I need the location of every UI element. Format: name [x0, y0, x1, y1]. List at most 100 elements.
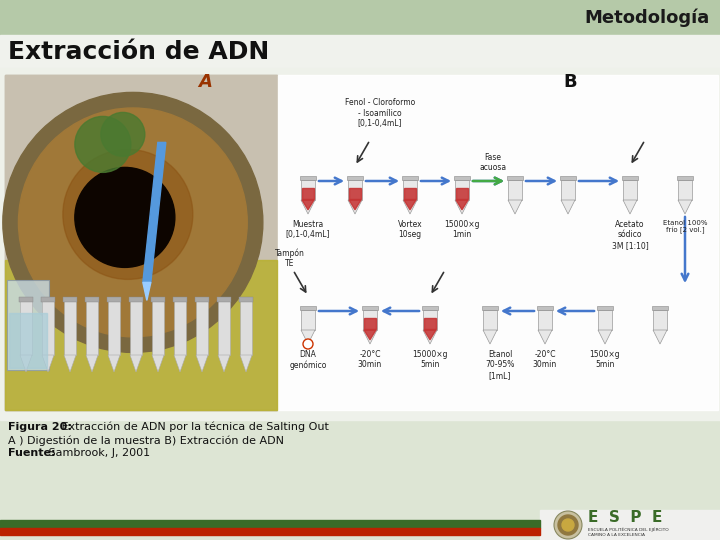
Polygon shape	[348, 200, 362, 214]
Polygon shape	[456, 200, 468, 210]
Polygon shape	[143, 282, 150, 300]
Bar	[424, 318, 436, 329]
Bar	[302, 188, 314, 199]
Bar	[508, 180, 522, 200]
Text: Fase
acuosa: Fase acuosa	[480, 153, 507, 172]
Bar	[0, 520, 540, 528]
Bar	[507, 176, 523, 180]
Text: 15000×g
5min: 15000×g 5min	[413, 350, 448, 369]
Bar	[0, 528, 540, 535]
Bar	[218, 300, 230, 355]
Bar	[107, 297, 121, 302]
Text: Acetato
sódico
3M [1:10]: Acetato sódico 3M [1:10]	[611, 220, 649, 250]
Bar	[63, 297, 77, 302]
Polygon shape	[678, 200, 692, 214]
Bar	[423, 310, 437, 330]
Polygon shape	[483, 330, 497, 344]
Bar	[597, 306, 613, 310]
Bar	[129, 297, 143, 302]
Bar	[422, 306, 438, 310]
Bar	[42, 300, 54, 355]
Text: 1500×g
5min: 1500×g 5min	[590, 350, 621, 369]
Circle shape	[19, 108, 247, 337]
Polygon shape	[455, 200, 469, 214]
Polygon shape	[301, 330, 315, 344]
Bar	[482, 306, 498, 310]
Bar	[130, 300, 142, 355]
Bar	[300, 176, 316, 180]
Bar	[538, 310, 552, 330]
Polygon shape	[561, 200, 575, 214]
Bar	[196, 300, 208, 355]
Bar	[561, 180, 575, 200]
Text: A: A	[198, 73, 212, 91]
Bar	[0, 68, 720, 420]
Text: Fuente:: Fuente:	[8, 448, 55, 458]
Text: Fenol - Cloroformo
- Isoamílico
[0,1-0,4mL]: Fenol - Cloroformo - Isoamílico [0,1-0,4…	[345, 98, 415, 128]
Polygon shape	[42, 355, 54, 372]
Polygon shape	[623, 200, 637, 214]
Circle shape	[75, 167, 175, 267]
Bar	[653, 310, 667, 330]
Bar	[455, 180, 469, 200]
Bar	[483, 310, 497, 330]
Bar	[5, 75, 277, 410]
Bar	[151, 297, 165, 302]
Polygon shape	[174, 355, 186, 372]
Bar	[7, 280, 49, 370]
Text: Etanol
70-95%
[1mL]: Etanol 70-95% [1mL]	[485, 350, 515, 380]
Bar	[5, 75, 277, 410]
Bar	[622, 176, 638, 180]
Bar	[239, 297, 253, 302]
Bar	[0, 35, 720, 68]
Polygon shape	[143, 143, 166, 282]
Bar	[598, 310, 612, 330]
Polygon shape	[196, 355, 208, 372]
Text: Muestra
[0,1-0,4mL]: Muestra [0,1-0,4mL]	[286, 220, 330, 239]
Bar	[560, 176, 576, 180]
Polygon shape	[240, 355, 252, 372]
Polygon shape	[64, 355, 76, 372]
Bar	[364, 318, 376, 329]
Bar	[85, 297, 99, 302]
Text: A ) Digestión de la muestra B) Extracción de ADN: A ) Digestión de la muestra B) Extracció…	[8, 435, 284, 445]
Bar	[20, 300, 32, 355]
Bar	[404, 188, 416, 199]
Polygon shape	[363, 330, 377, 344]
Circle shape	[3, 92, 263, 353]
Text: ESCUELA POLITÉCNICA DEL EJÉRCITO: ESCUELA POLITÉCNICA DEL EJÉRCITO	[588, 528, 669, 532]
Polygon shape	[403, 200, 417, 214]
Circle shape	[558, 515, 578, 535]
Polygon shape	[508, 200, 522, 214]
Bar	[652, 306, 668, 310]
Bar	[0, 0, 720, 35]
Bar	[173, 297, 187, 302]
Bar	[217, 297, 231, 302]
Bar	[9, 313, 47, 368]
Bar	[174, 300, 186, 355]
Bar	[301, 180, 315, 200]
Bar	[240, 300, 252, 355]
Text: Metodología: Metodología	[585, 9, 710, 27]
Bar	[301, 310, 315, 330]
Polygon shape	[349, 200, 361, 210]
Bar	[623, 180, 637, 200]
Polygon shape	[301, 200, 315, 214]
Text: CAMINO A LA EXCELENCIA: CAMINO A LA EXCELENCIA	[588, 533, 645, 537]
Text: Figura 20:: Figura 20:	[8, 422, 72, 432]
Bar	[300, 306, 316, 310]
Bar	[86, 300, 98, 355]
Polygon shape	[218, 355, 230, 372]
Bar	[537, 306, 553, 310]
Polygon shape	[364, 330, 376, 340]
Text: E  S  P  E: E S P E	[588, 510, 662, 525]
Polygon shape	[302, 200, 314, 210]
Polygon shape	[108, 355, 120, 372]
Bar	[456, 188, 468, 199]
Bar	[195, 297, 209, 302]
Polygon shape	[538, 330, 552, 344]
Bar	[41, 297, 55, 302]
Polygon shape	[653, 330, 667, 344]
Text: 15000×g
1min: 15000×g 1min	[444, 220, 480, 239]
Text: DNA
genómico: DNA genómico	[289, 350, 327, 370]
